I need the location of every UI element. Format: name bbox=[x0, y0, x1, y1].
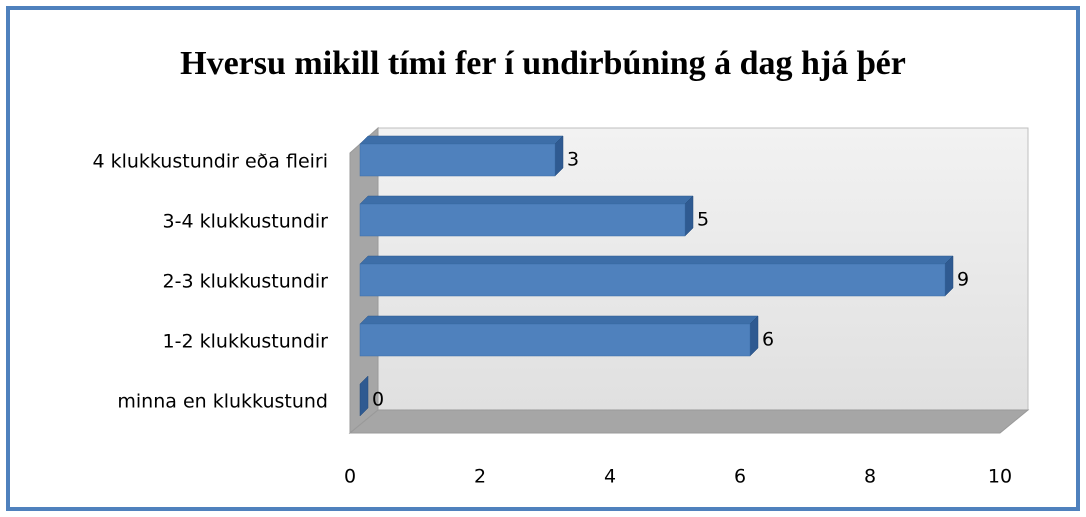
x-tick-label: 2 bbox=[474, 466, 486, 488]
bar bbox=[359, 203, 686, 237]
value-label: 6 bbox=[762, 329, 774, 351]
bar-top bbox=[359, 135, 564, 145]
chart-title: Hversu mikill tími fer í undirbúning á d… bbox=[180, 45, 906, 82]
x-tick-label: 10 bbox=[988, 466, 1012, 488]
bar-top bbox=[359, 195, 694, 205]
value-label: 3 bbox=[567, 149, 579, 171]
bar-side bbox=[359, 375, 369, 417]
bar bbox=[359, 143, 556, 177]
y-tick-label: 2-3 klukkustundir bbox=[163, 271, 329, 293]
y-tick-label: minna en klukkustund bbox=[117, 391, 328, 413]
x-tick-label: 6 bbox=[734, 466, 746, 488]
value-label: 0 bbox=[372, 389, 384, 411]
bar bbox=[359, 263, 946, 297]
bar bbox=[359, 323, 751, 357]
y-tick-label: 3-4 klukkustundir bbox=[163, 211, 329, 233]
value-label: 9 bbox=[957, 269, 969, 291]
x-tick-label: 0 bbox=[344, 466, 356, 488]
value-label: 5 bbox=[697, 209, 709, 231]
x-tick-label: 4 bbox=[604, 466, 616, 488]
y-tick-label: 4 klukkustundir eða fleiri bbox=[92, 151, 328, 173]
floor bbox=[348, 409, 1030, 434]
bar-top bbox=[359, 255, 954, 265]
y-tick-label: 1-2 klukkustundir bbox=[163, 331, 329, 353]
bar-top bbox=[359, 315, 759, 325]
x-tick-label: 8 bbox=[864, 466, 876, 488]
